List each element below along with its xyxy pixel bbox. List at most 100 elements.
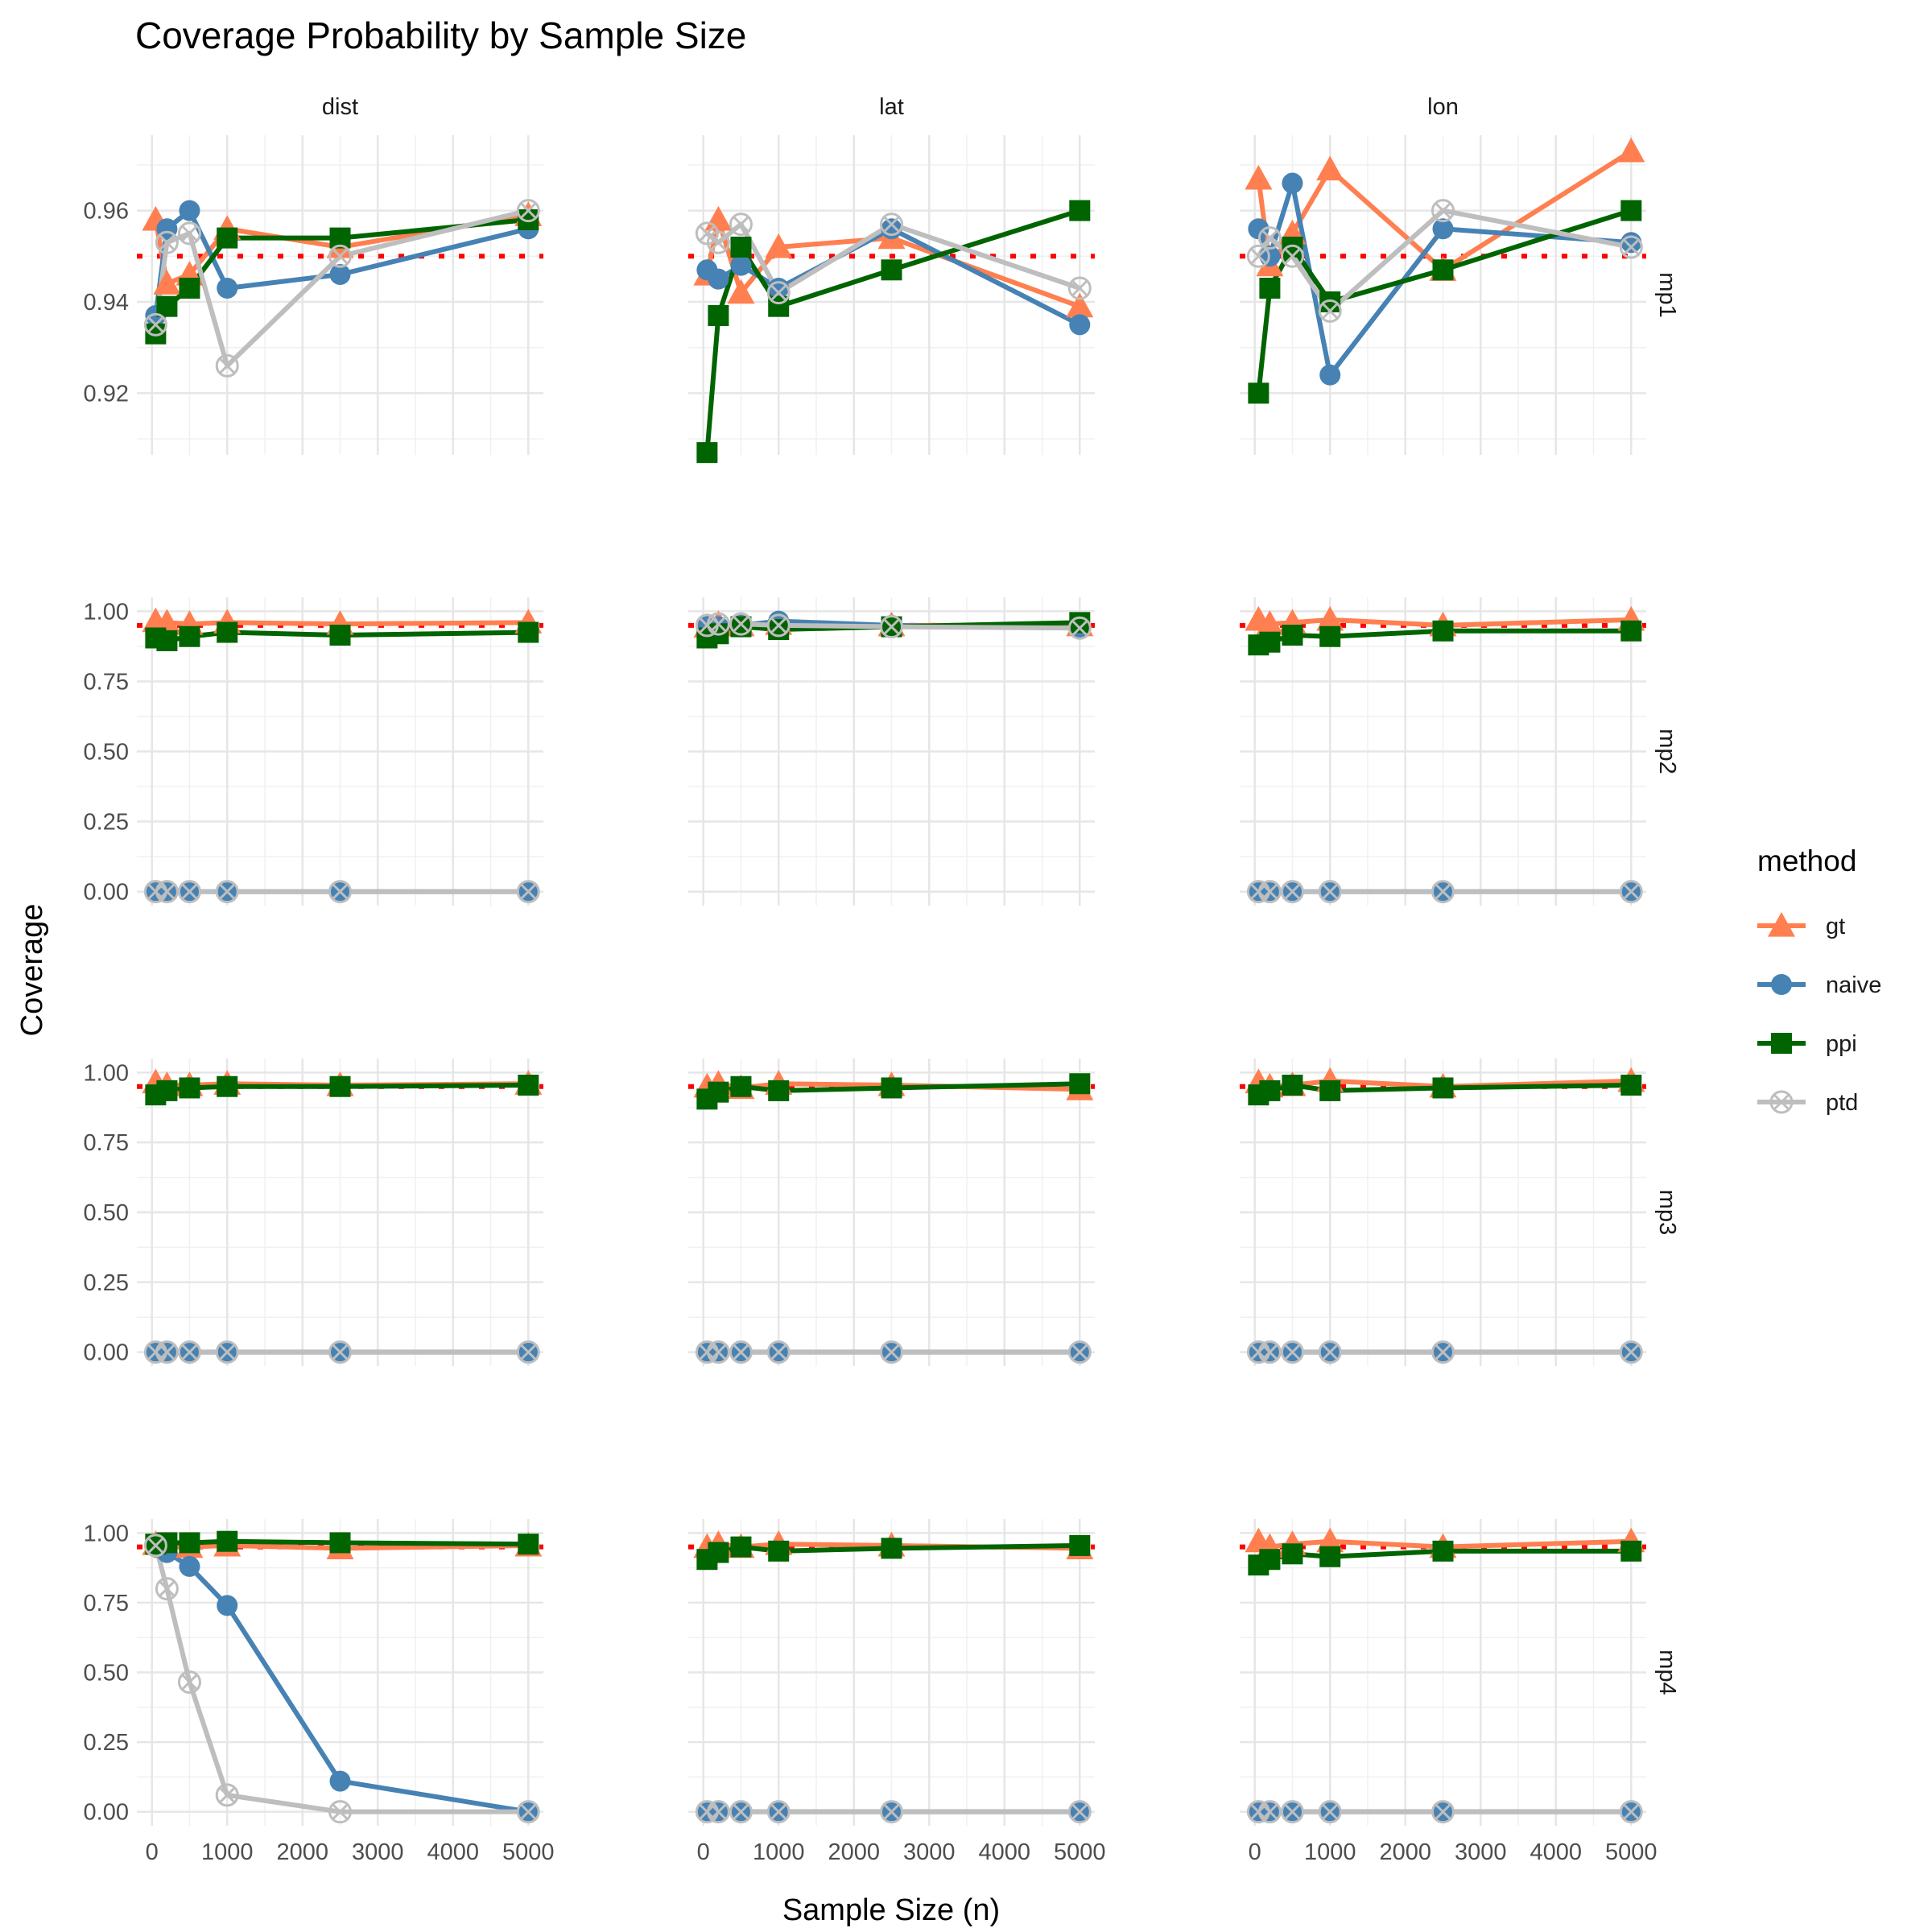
point-ppi xyxy=(1620,620,1642,642)
point-ptd xyxy=(880,1340,903,1364)
point-ptd xyxy=(1280,880,1304,904)
point-ppi xyxy=(1319,1546,1341,1567)
point-ptd xyxy=(1257,880,1282,904)
legend-item-gt: gt xyxy=(1757,912,1845,939)
point-ptd xyxy=(143,1534,167,1558)
point-ppi xyxy=(881,259,902,281)
legend-label: ppi xyxy=(1826,1031,1857,1057)
point-ptd xyxy=(880,213,903,237)
x-tick-label: 2000 xyxy=(276,1839,328,1865)
x-tick-label: 0 xyxy=(697,1839,710,1865)
strip-label-mp3: mp3 xyxy=(1654,1190,1680,1235)
point-ppi xyxy=(1282,1074,1303,1096)
point-ptd xyxy=(215,1783,239,1807)
point-ppi xyxy=(518,208,539,230)
series-line-ppi xyxy=(704,208,1081,453)
x-tick-label: 3000 xyxy=(352,1839,404,1865)
point-ptd xyxy=(1619,235,1643,259)
legend-title: method xyxy=(1757,844,1856,877)
legend-item-naive: naive xyxy=(1757,972,1881,998)
point-ptd xyxy=(516,880,540,904)
y-tick-label: 0.25 xyxy=(84,1270,129,1296)
point-ptd xyxy=(1067,276,1092,300)
point-ptd xyxy=(328,880,352,904)
point-naive xyxy=(217,1595,238,1616)
x-tick-label: 4000 xyxy=(979,1839,1031,1865)
x-tick-label: 0 xyxy=(146,1839,159,1865)
point-ptd xyxy=(1431,880,1455,904)
point-ptd xyxy=(1619,880,1643,904)
point-ptd xyxy=(766,281,791,305)
point-ppi xyxy=(1259,277,1281,299)
y-tick-label: 0.25 xyxy=(84,810,129,836)
point-ptd xyxy=(1318,299,1342,323)
point-ppi xyxy=(768,1540,790,1562)
point-ptd xyxy=(706,230,730,254)
y-tick-label: 0.92 xyxy=(84,381,129,407)
y-tick-label: 1.00 xyxy=(84,599,129,625)
x-tick-label: 1000 xyxy=(201,1839,254,1865)
point-ppi xyxy=(217,1530,238,1552)
point-ppi xyxy=(881,1077,902,1099)
panel-mp3-dist: 0.00 0.25 0.50 0.75 1.00 xyxy=(84,1059,543,1366)
point-ppi xyxy=(696,442,718,464)
point-naive xyxy=(217,277,238,299)
strip-label-mp4: mp4 xyxy=(1654,1649,1680,1695)
point-ptd xyxy=(766,1340,791,1364)
panel-mp2-lon xyxy=(1240,597,1646,906)
point-ppi xyxy=(1432,259,1454,281)
point-ptd xyxy=(1318,880,1342,904)
point-ptd xyxy=(177,1340,201,1364)
point-gt xyxy=(1316,605,1344,631)
series-line-ptd xyxy=(153,208,530,369)
panel-mp1-dist: 0.92 0.94 0.96 xyxy=(84,135,543,455)
point-ppi xyxy=(730,1075,752,1097)
point-ptd xyxy=(328,244,352,268)
point-ppi xyxy=(156,295,178,317)
point-ptd xyxy=(1280,1800,1304,1824)
point-naive xyxy=(1282,172,1303,194)
point-ppi xyxy=(518,1074,539,1096)
point-ptd xyxy=(766,1800,791,1824)
point-ptd xyxy=(177,1670,201,1695)
strip-label-dist: dist xyxy=(322,94,358,120)
point-ptd xyxy=(1067,1340,1092,1364)
strip-label-lon: lon xyxy=(1427,94,1459,120)
point-naive xyxy=(1248,218,1269,240)
point-ppi xyxy=(881,1538,902,1559)
y-tick-label: 0.00 xyxy=(84,880,129,906)
point-ptd xyxy=(1431,1800,1455,1824)
point-naive xyxy=(881,218,902,240)
panel-mp1-lat xyxy=(688,135,1095,464)
point-ptd xyxy=(215,880,239,904)
point-ppi xyxy=(179,1077,200,1099)
x-axis-title: Sample Size (n) xyxy=(782,1893,1000,1927)
legend-label: naive xyxy=(1826,972,1881,998)
point-ptd xyxy=(1280,244,1304,268)
point-ptd xyxy=(177,221,201,246)
series-line-ppi xyxy=(1256,208,1633,394)
point-ppi xyxy=(768,1080,790,1101)
x-tick-label: 5000 xyxy=(1605,1839,1657,1865)
point-ppi xyxy=(1432,620,1454,642)
point-ptd xyxy=(1257,1340,1282,1364)
point-ppi xyxy=(1259,1080,1281,1101)
point-ppi xyxy=(1069,1073,1091,1095)
point-ppi xyxy=(1432,1077,1454,1099)
point-ppi xyxy=(1282,1543,1303,1565)
strip-label-mp1: mp1 xyxy=(1654,272,1680,317)
point-ppi xyxy=(1282,236,1303,258)
point-ptd xyxy=(1246,244,1270,268)
point-ptd xyxy=(1280,1340,1304,1364)
point-gt xyxy=(153,609,181,634)
point-ptd xyxy=(516,1340,540,1364)
x-tick-label: 4000 xyxy=(1530,1839,1583,1865)
point-ptd xyxy=(215,1340,239,1364)
point-ppi xyxy=(708,1081,729,1103)
legend-key-ptd xyxy=(1769,1090,1794,1114)
point-ptd xyxy=(328,1800,352,1824)
point-ppi xyxy=(1432,1540,1454,1562)
point-ptd xyxy=(766,613,791,638)
x-tick-label: 3000 xyxy=(903,1839,956,1865)
